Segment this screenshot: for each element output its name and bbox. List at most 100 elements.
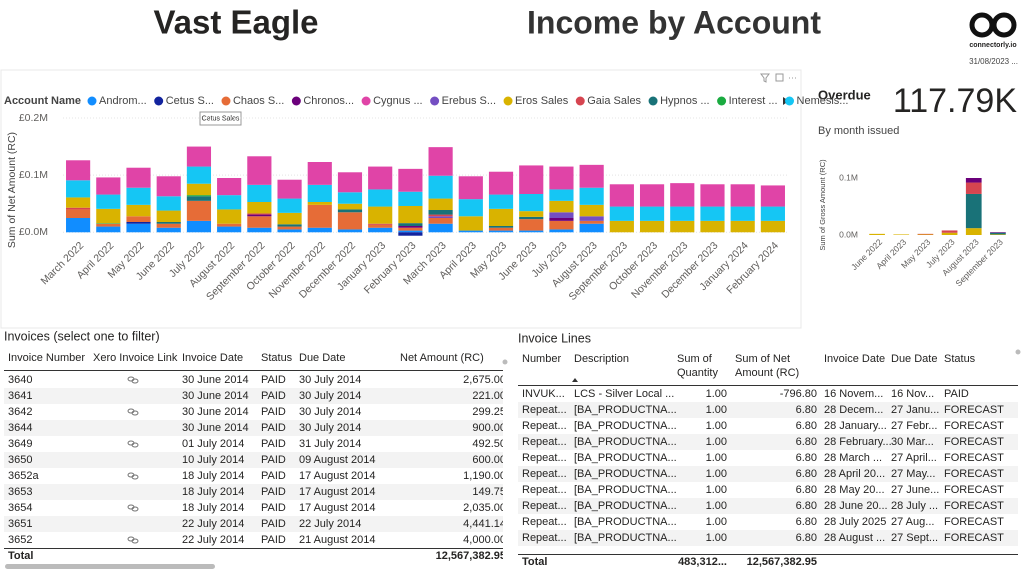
table-cell[interactable]: FORECAST (944, 436, 1004, 448)
table-cell[interactable]: 149.75 (472, 486, 503, 498)
table-cell[interactable]: 18 July 2014 (182, 486, 245, 498)
table-cell[interactable]: INVUK... (522, 388, 565, 400)
table-cell[interactable]: 27 Janu... (891, 404, 940, 416)
table-cell[interactable]: 6.80 (795, 420, 817, 432)
table-cell[interactable]: 6.80 (795, 484, 817, 496)
scrollbar[interactable] (5, 564, 215, 569)
table-cell[interactable]: [BA_PRODUCTNA... (574, 468, 677, 480)
link-icon-part[interactable] (131, 474, 139, 480)
table-cell[interactable]: 3654 (8, 502, 33, 514)
table-cell[interactable]: 30 July 2014 (299, 374, 362, 386)
table-cell[interactable]: 17 August 2014 (299, 470, 376, 482)
table-cell[interactable]: Repeat... (522, 404, 567, 416)
table-cell[interactable]: 30 June 2014 (182, 406, 249, 418)
table-cell[interactable]: 1.00 (705, 500, 727, 512)
table-cell[interactable]: Repeat... (522, 468, 567, 480)
table-cell[interactable]: 30 June 2014 (182, 422, 249, 434)
table-cell[interactable]: 3652a (8, 470, 39, 482)
table-cell[interactable]: Repeat... (522, 484, 567, 496)
table-cell[interactable]: 1.00 (705, 420, 727, 432)
table-cell[interactable]: FORECAST (944, 420, 1004, 432)
table-cell[interactable]: 17 August 2014 (299, 486, 376, 498)
table-cell[interactable]: 27 June... (891, 484, 940, 496)
table-cell[interactable]: 3642 (8, 406, 33, 418)
table-cell[interactable]: 6.80 (795, 516, 817, 528)
table-cell[interactable]: 28 February... (824, 436, 892, 448)
table-cell[interactable]: Repeat... (522, 500, 567, 512)
table-cell[interactable]: [BA_PRODUCTNA... (574, 500, 677, 512)
table-cell[interactable]: 27 Sept... (891, 532, 939, 544)
table-cell[interactable]: FORECAST (944, 516, 1004, 528)
row-band[interactable] (4, 516, 503, 532)
table-cell[interactable]: 1.00 (705, 484, 727, 496)
table-cell[interactable]: PAID (261, 502, 286, 514)
table-cell[interactable]: PAID (261, 390, 286, 402)
table-cell[interactable]: 30 July 2014 (299, 422, 362, 434)
table-cell[interactable]: [BA_PRODUCTNA... (574, 404, 677, 416)
table-cell[interactable]: 1.00 (705, 468, 727, 480)
link-icon-part[interactable] (131, 506, 139, 512)
table-cell[interactable]: 6.80 (795, 500, 817, 512)
table-cell[interactable]: FORECAST (944, 532, 1004, 544)
table-cell[interactable]: 30 July 2014 (299, 406, 362, 418)
table-cell[interactable]: LCS - Silver Local ... (574, 388, 675, 400)
table-cell[interactable]: 28 January... (824, 420, 887, 432)
table-cell[interactable]: 3653 (8, 486, 33, 498)
table-cell[interactable]: PAID (261, 438, 286, 450)
row-band[interactable] (4, 420, 503, 436)
table-cell[interactable]: 09 August 2014 (299, 454, 376, 466)
table-cell[interactable]: 6.80 (795, 436, 817, 448)
table-cell[interactable]: -796.80 (779, 388, 817, 400)
table-cell[interactable]: PAID (261, 374, 286, 386)
table-cell[interactable]: 2,035.00 (463, 502, 503, 514)
table-cell[interactable]: Repeat... (522, 452, 567, 464)
row-band[interactable] (4, 484, 503, 500)
link-icon[interactable] (127, 408, 139, 416)
table-cell[interactable]: PAID (261, 422, 286, 434)
link-icon-part[interactable] (131, 538, 139, 544)
table-cell[interactable]: 3640 (8, 374, 33, 386)
table-cell[interactable]: 31 July 2014 (299, 438, 362, 450)
table-cell[interactable]: 3644 (8, 422, 33, 434)
table-cell[interactable]: 27 Febr... (891, 420, 938, 432)
table-cell[interactable]: Repeat... (522, 516, 567, 528)
table-cell[interactable]: 6.80 (795, 404, 817, 416)
row-band[interactable] (518, 402, 1018, 418)
table-cell[interactable]: PAID (261, 486, 286, 498)
table-cell[interactable]: 30 Mar... (891, 436, 934, 448)
table-cell[interactable]: [BA_PRODUCTNA... (574, 420, 677, 432)
table-cell[interactable]: 28 August ... (824, 532, 886, 544)
table-cell[interactable]: 28 June 20... (824, 500, 888, 512)
table-cell[interactable]: FORECAST (944, 468, 1004, 480)
table-cell[interactable]: 28 March ... (824, 452, 883, 464)
table-cell[interactable]: 17 August 2014 (299, 502, 376, 514)
table-cell[interactable]: Repeat... (522, 420, 567, 432)
link-icon[interactable] (127, 440, 139, 448)
table-cell[interactable]: 2,675.00 (463, 374, 503, 386)
table-cell[interactable]: 6.80 (795, 452, 817, 464)
table-cell[interactable]: PAID (261, 406, 286, 418)
table-cell[interactable]: Repeat... (522, 436, 567, 448)
table-cell[interactable]: 1.00 (705, 516, 727, 528)
table-cell[interactable]: 22 July 2014 (299, 518, 362, 530)
table-cell[interactable]: 3652 (8, 534, 33, 546)
table-cell[interactable]: [BA_PRODUCTNA... (574, 484, 677, 496)
table-cell[interactable]: Repeat... (522, 532, 567, 544)
table-cell[interactable]: 18 July 2014 (182, 502, 245, 514)
row-band[interactable] (518, 530, 1018, 546)
row-band[interactable] (518, 466, 1018, 482)
table-cell[interactable]: [BA_PRODUCTNA... (574, 532, 677, 544)
table-cell[interactable]: 30 June 2014 (182, 390, 249, 402)
table-cell[interactable]: 16 Novem... (824, 388, 884, 400)
table-cell[interactable]: 1.00 (705, 436, 727, 448)
table-cell[interactable]: FORECAST (944, 500, 1004, 512)
table-cell[interactable]: 27 May... (891, 468, 936, 480)
table-cell[interactable]: 16 Nov... (891, 388, 935, 400)
link-icon-part[interactable] (131, 410, 139, 416)
table-cell[interactable]: 221.00 (472, 390, 503, 402)
link-icon[interactable] (127, 376, 139, 384)
table-cell[interactable]: 27 April... (891, 452, 937, 464)
table-cell[interactable]: PAID (261, 454, 286, 466)
link-icon[interactable] (127, 536, 139, 544)
table-cell[interactable]: PAID (261, 534, 286, 546)
